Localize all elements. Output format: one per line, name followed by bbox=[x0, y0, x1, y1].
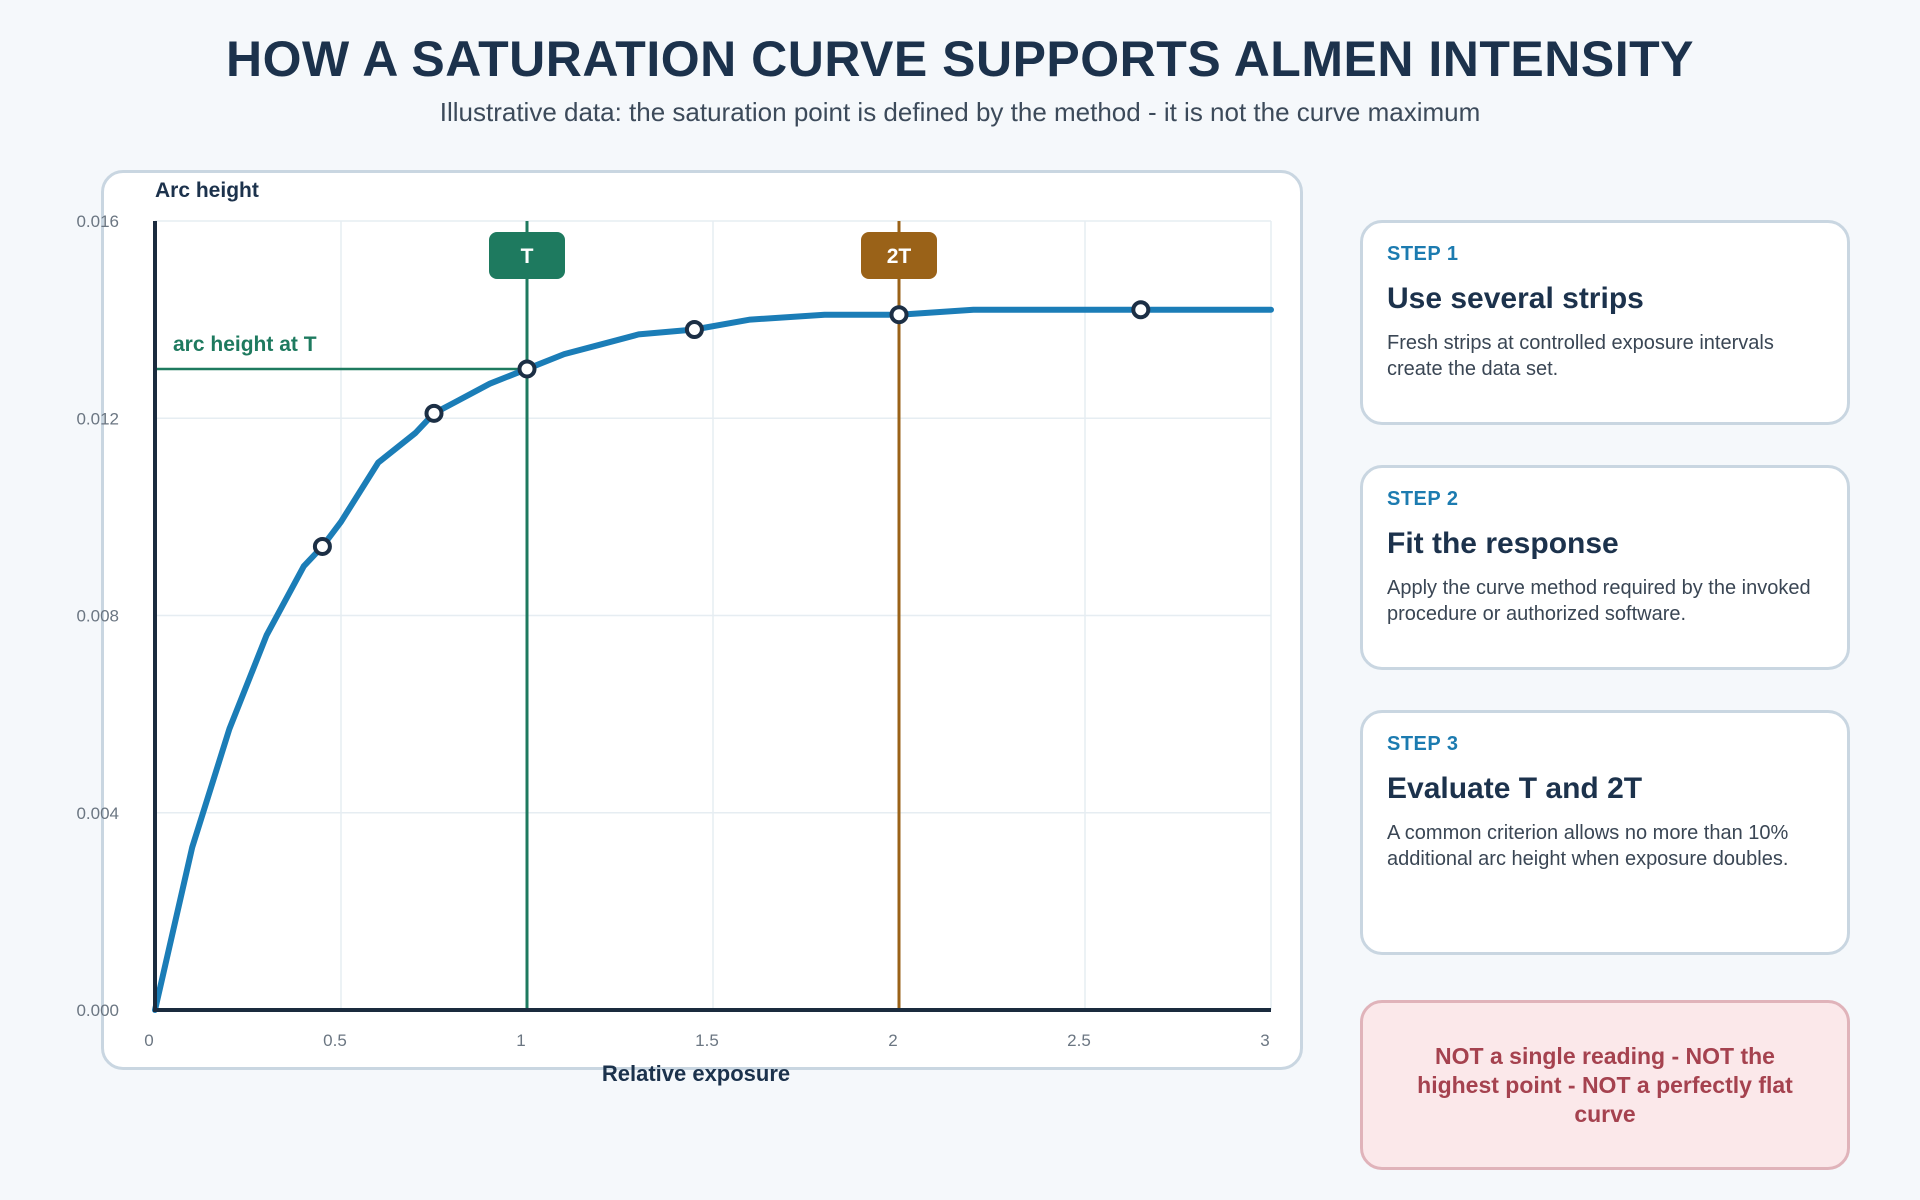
marker-badge-t bbox=[489, 232, 565, 279]
marker-label-t: T bbox=[521, 245, 534, 268]
warning-text: NOT a single reading - NOT the highest p… bbox=[1417, 1042, 1793, 1127]
step-body: Fresh strips at controlled exposure inte… bbox=[1387, 332, 1774, 380]
data-point bbox=[1131, 300, 1151, 320]
step-card-3: STEP 3 Evaluate T and 2T A common criter… bbox=[1360, 710, 1850, 955]
x-tick-label: 2 bbox=[888, 1031, 897, 1050]
step-card-2: STEP 2 Fit the response Apply the curve … bbox=[1360, 465, 1850, 670]
data-point bbox=[424, 403, 444, 423]
step-label: STEP 1 bbox=[1387, 243, 1459, 265]
marker-label-2t: 2T bbox=[887, 245, 912, 268]
x-tick-label: 3 bbox=[1260, 1031, 1269, 1050]
warning-box: NOT a single reading - NOT the highest p… bbox=[1360, 1000, 1850, 1170]
x-tick-label: 1.5 bbox=[695, 1031, 719, 1050]
data-point bbox=[684, 319, 704, 339]
y-tick-label: 0.016 bbox=[76, 212, 119, 231]
step-card-1: STEP 1 Use several strips Fresh strips a… bbox=[1360, 220, 1850, 425]
y-tick-label: 0.012 bbox=[76, 409, 119, 428]
y-tick-label: 0.008 bbox=[76, 607, 119, 626]
step-label: STEP 2 bbox=[1387, 488, 1459, 510]
step-heading: Fit the response bbox=[1387, 527, 1619, 560]
x-tick-label: 0 bbox=[144, 1031, 153, 1050]
marker-badge-2t bbox=[861, 232, 937, 279]
arc-height-at-t-label: arc height at T bbox=[173, 333, 317, 356]
data-point bbox=[517, 359, 537, 379]
data-point bbox=[312, 536, 332, 556]
step-heading: Evaluate T and 2T bbox=[1387, 772, 1643, 805]
chart-panel bbox=[101, 170, 1303, 1070]
step-body: A common criterion allows no more than 1… bbox=[1387, 822, 1789, 870]
y-axis-label: Arc height bbox=[155, 179, 259, 202]
step-label: STEP 3 bbox=[1387, 733, 1459, 755]
page-subtitle: Illustrative data: the saturation point … bbox=[439, 97, 1481, 127]
x-tick-label: 0.5 bbox=[323, 1031, 347, 1050]
x-axis-label: Relative exposure bbox=[602, 1061, 790, 1086]
y-tick-label: 0.004 bbox=[76, 804, 119, 823]
step-heading: Use several strips bbox=[1387, 282, 1644, 315]
data-point bbox=[889, 305, 909, 325]
step-body: Apply the curve method required by the i… bbox=[1387, 577, 1811, 625]
y-tick-label: 0.000 bbox=[76, 1001, 119, 1020]
x-tick-label: 2.5 bbox=[1067, 1031, 1091, 1050]
x-tick-label: 1 bbox=[516, 1031, 525, 1050]
page-title: HOW A SATURATION CURVE SUPPORTS ALMEN IN… bbox=[226, 31, 1694, 87]
